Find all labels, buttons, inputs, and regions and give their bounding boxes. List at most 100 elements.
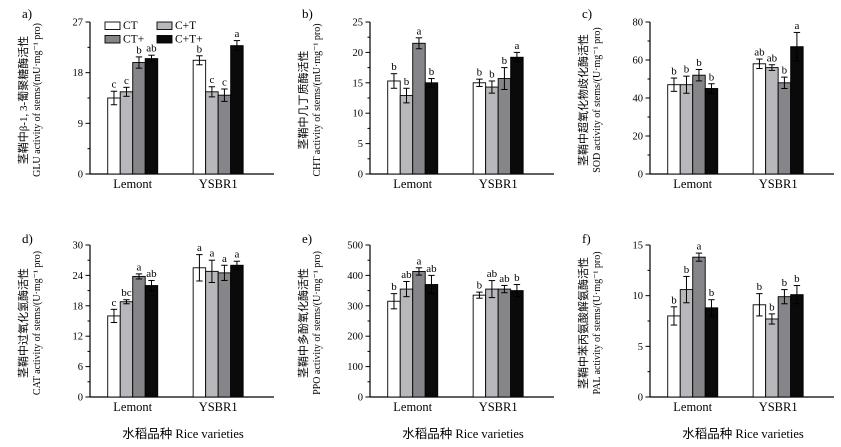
legend-label: C+T+ — [175, 34, 203, 46]
significance-letter: b — [429, 66, 435, 78]
y-tick-label: 10 — [353, 109, 364, 120]
panel-e-y-label-en: PPO activity of stems/(U·mg⁻¹ pro) — [312, 251, 323, 395]
x-category-label: YSBR1 — [199, 177, 238, 191]
significance-letter: b — [709, 71, 715, 83]
significance-letter: c — [112, 297, 117, 309]
significance-letter: a — [209, 248, 214, 260]
y-tick-label: 12 — [73, 332, 84, 343]
panel-f-x-axis-title: 水稻品种 Rice varieties — [682, 427, 804, 441]
panel-e-y-label-cn: 茎鞘中多酚氧化酶活性 — [298, 268, 310, 379]
bar — [399, 95, 414, 175]
bar — [497, 288, 512, 398]
x-category-label: YSBR1 — [759, 400, 798, 414]
x-category-label: Lemont — [113, 177, 152, 191]
bar — [119, 91, 134, 175]
bar — [777, 82, 792, 175]
significance-letter: bc — [121, 287, 132, 299]
significance-letter: b — [671, 66, 677, 78]
panel-c: c) 茎鞘中超氧化物歧化酶活性 SOD activity of stems/(U… — [560, 0, 840, 211]
significance-letter: b — [514, 272, 520, 284]
significance-letter: ab — [754, 47, 765, 59]
y-tick-label: 0 — [358, 170, 363, 181]
legend-swatch — [104, 35, 121, 44]
panel-b-letter: b) — [302, 6, 313, 21]
y-tick-label: 400 — [347, 271, 363, 282]
bar — [765, 318, 779, 398]
bar — [704, 307, 719, 398]
y-tick-label: 60 — [633, 56, 644, 67]
y-tick-label: 20 — [353, 48, 364, 59]
significance-letter: b — [671, 294, 677, 306]
significance-letter: b — [709, 287, 715, 299]
panel-d-y-label-en: CAT activity of stems/(U·mg⁻¹ pro) — [32, 250, 43, 396]
bar — [107, 315, 121, 398]
significance-letter: c — [124, 75, 129, 87]
bar — [752, 63, 767, 175]
significance-letter: b — [391, 61, 397, 73]
significance-letter: a — [137, 261, 142, 273]
panel-e: e) 茎鞘中多酚氧化酶活性 PPO activity of stems/(U·m… — [280, 211, 560, 447]
panel-d-x-axis-title: 水稻品种 Rice varieties — [122, 427, 244, 441]
significance-letter: b — [794, 273, 800, 285]
y-tick-label: 25 — [353, 18, 364, 29]
y-tick-label: 0 — [358, 393, 363, 404]
y-tick-label: 0 — [638, 393, 643, 404]
y-tick-label: 15 — [353, 78, 364, 89]
significance-letter: ab — [767, 52, 778, 64]
legend-swatch — [104, 21, 121, 30]
bar — [667, 315, 681, 398]
bar — [412, 270, 426, 398]
panel-b-y-label-cn: 茎鞘中几丁质酶活性 — [298, 50, 310, 150]
significance-letter: a — [697, 241, 702, 253]
significance-letter: b — [136, 44, 142, 56]
significance-letter: a — [417, 255, 422, 267]
bar — [217, 94, 232, 175]
y-tick-label: 0 — [78, 393, 83, 404]
x-category-label: YSBR1 — [479, 177, 518, 191]
legend-swatch — [156, 21, 173, 30]
significance-letter: b — [502, 55, 508, 67]
x-category-label: Lemont — [673, 177, 712, 191]
panel-b: b) 茎鞘中几丁质酶活性 CHT activity of stems/(mU·m… — [280, 0, 560, 211]
bar — [692, 74, 706, 175]
bar — [679, 289, 694, 398]
panel-e-letter: e) — [302, 231, 313, 246]
bar — [144, 58, 159, 175]
legend-label: C+T — [175, 20, 196, 32]
bar — [765, 67, 779, 175]
panel-a-letter: a) — [22, 6, 33, 21]
y-tick-label: 18 — [73, 68, 84, 79]
y-tick-label: 20 — [633, 132, 644, 143]
significance-letter: ab — [146, 268, 157, 280]
x-category-label: Lemont — [673, 400, 712, 414]
y-tick-label: 40 — [633, 94, 644, 105]
y-tick-label: 0 — [78, 170, 83, 181]
bar — [485, 86, 499, 175]
significance-letter: b — [782, 277, 788, 289]
legend-swatch — [156, 35, 173, 44]
legend-label: CT+ — [123, 34, 144, 46]
bar — [790, 46, 804, 175]
significance-letter: b — [782, 65, 788, 77]
panel-a: a) 茎鞘中β-1, 3-葡聚糖酶活性 GLU activity of stem… — [0, 0, 280, 211]
bar — [192, 59, 207, 175]
panel-a-y-label-en: GLU activity of stems/(mU·mg⁻¹ pro) — [32, 23, 43, 177]
panel-f-letter: f) — [582, 231, 591, 246]
bar — [424, 284, 439, 398]
y-tick-label: 300 — [347, 301, 363, 312]
bar — [777, 296, 792, 398]
significance-letter: ab — [146, 43, 157, 55]
x-category-label: Lemont — [113, 400, 152, 414]
x-category-label: Lemont — [393, 177, 432, 191]
significance-letter: b — [684, 64, 690, 76]
y-tick-label: 27 — [73, 18, 84, 29]
bar — [205, 91, 219, 175]
panel-a-y-axis-label: 茎鞘中β-1, 3-葡聚糖酶活性 GLU activity of stems/(… — [18, 23, 44, 177]
bar — [387, 300, 401, 398]
y-tick-label: 9 — [78, 119, 83, 130]
y-tick-label: 18 — [73, 301, 84, 312]
significance-letter: b — [769, 301, 775, 313]
